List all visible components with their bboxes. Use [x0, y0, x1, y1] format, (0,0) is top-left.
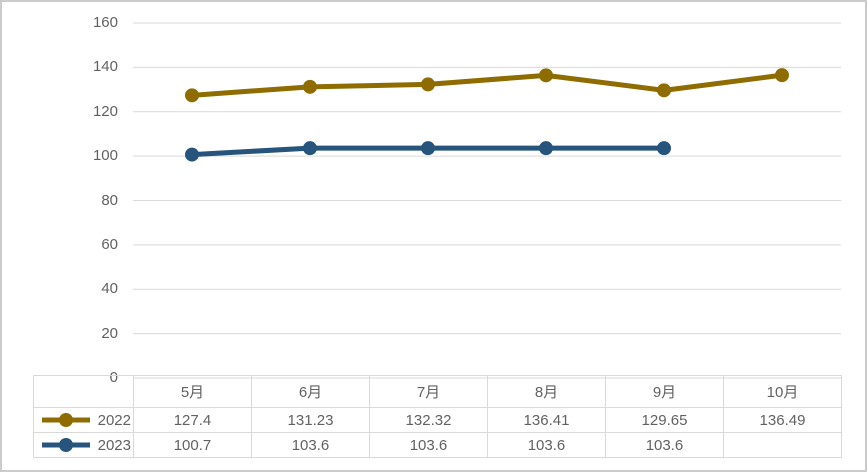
data-point-2023-9月[interactable]	[657, 141, 671, 156]
column-header-month: 10月	[723, 375, 842, 408]
legend-key-2022	[42, 413, 90, 427]
value-cell: 103.6	[487, 432, 606, 458]
y-tick-label: 120	[92, 102, 118, 120]
data-point-2022-7月[interactable]	[421, 77, 435, 92]
series-2023[interactable]	[185, 141, 671, 162]
value-cell	[723, 432, 842, 458]
legend-cell-2022: 2022	[33, 407, 134, 433]
table-row-2022: 2022 127.4 131.23 132.32 136.41 129.65 136.49	[33, 407, 842, 433]
month-header-row: 5月 6月 7月 8月 9月 10月	[33, 375, 842, 408]
column-header-month: 5月	[133, 375, 252, 408]
data-point-2022-5月[interactable]	[185, 88, 199, 103]
y-tick-label: 100	[92, 147, 118, 165]
data-point-2023-6月[interactable]	[303, 141, 317, 156]
value-cell: 132.32	[369, 407, 488, 433]
value-cell: 136.41	[487, 407, 606, 433]
series-name-label: 2022	[97, 411, 131, 429]
data-point-2022-6月[interactable]	[303, 79, 317, 94]
legend-cell-2023: 2023	[33, 432, 134, 458]
column-header-month: 6月	[251, 375, 370, 408]
value-cell: 127.4	[133, 407, 252, 433]
legend-key-2023	[42, 438, 90, 452]
chart-data-table: 5月 6月 7月 8月 9月 10月 2022 127.4 131.23 132.32 136.4…	[33, 375, 842, 458]
value-cell: 103.6	[369, 432, 488, 458]
series-line-2022[interactable]	[189, 72, 785, 98]
series-name-label: 2023	[97, 436, 131, 454]
data-point-2022-9月[interactable]	[657, 83, 671, 98]
column-header-month: 8月	[487, 375, 606, 408]
y-tick-label: 140	[92, 58, 118, 76]
value-cell: 131.23	[251, 407, 370, 433]
value-cell: 129.65	[605, 407, 724, 433]
table-corner-blank	[33, 375, 134, 408]
data-point-2023-8月[interactable]	[539, 141, 553, 156]
data-point-2022-10月[interactable]	[775, 68, 789, 83]
table-row-2023: 2023 100.7 103.6 103.6 103.6 103.6	[33, 432, 842, 458]
data-point-2023-7月[interactable]	[421, 141, 435, 156]
column-header-month: 7月	[369, 375, 488, 408]
data-point-2023-5月[interactable]	[185, 147, 199, 162]
y-tick-label: 20	[101, 324, 118, 342]
value-cell: 100.7	[133, 432, 252, 458]
y-tick-label: 60	[101, 235, 118, 253]
value-cell: 103.6	[251, 432, 370, 458]
value-cell: 103.6	[605, 432, 724, 458]
value-cell: 136.49	[723, 407, 842, 433]
data-table: 5月 6月 7月 8月 9月 10月 2022 127.4 131.23 132.32 136.4…	[33, 375, 842, 458]
column-header-month: 9月	[605, 375, 724, 408]
series-2022[interactable]	[185, 68, 789, 103]
y-tick-label: 160	[92, 14, 118, 31]
data-point-2022-8月[interactable]	[539, 68, 553, 83]
y-tick-label: 80	[101, 191, 118, 209]
y-tick-label: 40	[101, 280, 118, 298]
